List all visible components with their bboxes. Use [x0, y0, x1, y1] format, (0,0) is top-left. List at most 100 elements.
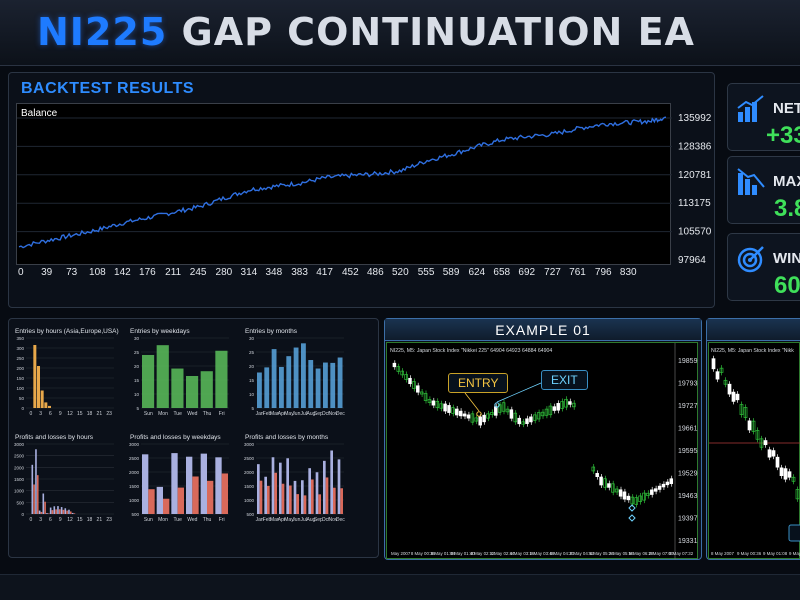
mini-bar	[33, 345, 37, 408]
mini-y-tick: 1500	[244, 484, 255, 489]
mini-y-tick: 150	[16, 376, 24, 381]
mini-x-tick: 6	[49, 411, 52, 417]
x-tick-label: 348	[266, 267, 283, 278]
stat-value: 3.8	[774, 195, 800, 222]
mini-bar	[156, 345, 169, 408]
mini-x-tick: 9	[59, 517, 62, 523]
candle	[607, 483, 611, 488]
mini-bar	[340, 488, 343, 514]
mini-bar	[69, 511, 72, 514]
target-icon	[737, 246, 764, 273]
ex1-x-tick: 8 May 01:40	[451, 551, 476, 556]
mini-x-tick: Mar	[270, 517, 279, 523]
mini-chart-svg: 3000 2500 2000 1500 1000 500 Sun Mon Tue Wed Thu Fr…	[129, 442, 229, 523]
mini-x-tick: Sun	[144, 517, 153, 523]
candle	[727, 383, 732, 395]
candle	[533, 414, 537, 421]
candle	[416, 385, 420, 393]
entry-marker	[476, 411, 482, 417]
header-bar: NI225 GAP CONTINUATION EA	[0, 0, 800, 66]
mini-y-tick: 500	[131, 512, 139, 517]
mini-bar	[60, 507, 63, 514]
candle	[665, 481, 670, 486]
mini-bar	[53, 506, 56, 514]
mini-chart-title: Entries by hours (Asia,Europe,USA)	[15, 328, 119, 335]
exit-tag: EXIT	[541, 370, 588, 390]
candle	[603, 478, 607, 488]
mini-bar	[62, 509, 65, 514]
mini-y-tick: 1500	[14, 477, 25, 482]
signal-diamond-icon	[628, 514, 636, 522]
x-tick-label: 245	[190, 267, 207, 278]
x-tick-label: 314	[241, 267, 258, 278]
candle	[435, 400, 440, 409]
candle	[783, 468, 788, 480]
candle	[419, 391, 424, 395]
mini-x-tick: Thu	[203, 517, 212, 523]
example-01-title: EXAMPLE 01	[385, 319, 701, 341]
mini-x-tick: 15	[77, 411, 83, 417]
candle	[743, 407, 748, 418]
candle	[653, 488, 658, 492]
mini-bar	[51, 510, 54, 514]
candle	[521, 421, 525, 425]
mini-bar	[37, 366, 40, 408]
mini-y-tick: 2000	[14, 465, 25, 470]
mini-x-tick: Apr	[278, 411, 286, 417]
example-02-title-bar	[707, 319, 800, 341]
mini-bar	[55, 509, 57, 514]
ex1-x-tick: 8 May 04:20	[550, 551, 575, 556]
mini-x-tick: 21	[97, 411, 103, 417]
candle	[466, 414, 471, 419]
candle	[755, 430, 760, 440]
mini-bar	[330, 362, 336, 408]
mini-y-tick: 500	[16, 500, 24, 505]
mini-bar	[325, 477, 329, 514]
candle	[661, 483, 666, 488]
mini-chart-2: Entries by months 30 25 20 15 10 5 Jan Feb Mar Apr…	[240, 322, 352, 426]
entry-pointer	[464, 392, 480, 412]
ex1-y-tick: 19529	[678, 471, 698, 478]
mini-y-tick: 30	[134, 336, 140, 341]
x-tick-label: 73	[66, 267, 78, 278]
mini-bar	[163, 498, 170, 514]
mini-bar	[42, 493, 45, 514]
example-02-chart: NI225, M5: Japan Stock Index "Nikk 8 May …	[708, 342, 800, 559]
candle	[560, 401, 564, 409]
mini-y-tick: 5	[136, 406, 139, 411]
candle	[451, 407, 455, 414]
mini-bar	[296, 494, 299, 514]
mini-y-tick: 100	[16, 386, 24, 391]
mini-y-tick: 200	[16, 366, 24, 371]
y-tick-label: 113175	[678, 198, 711, 209]
candle	[501, 402, 506, 412]
mini-x-tick: Nov	[329, 517, 338, 523]
mini-bar	[308, 360, 314, 408]
candle	[423, 393, 428, 401]
candle	[443, 403, 447, 412]
mini-y-tick: 500	[246, 512, 254, 517]
mini-y-tick: 25	[249, 350, 255, 355]
mini-bar	[64, 508, 67, 514]
candle	[525, 418, 529, 424]
mini-x-tick: Jul	[300, 517, 306, 523]
mini-x-tick: Wed	[187, 517, 197, 523]
mini-x-tick: Dec	[336, 517, 345, 523]
candle	[517, 417, 521, 425]
candle	[599, 476, 603, 486]
mini-x-tick: 18	[87, 517, 93, 523]
ex1-x-tick: 8 May 06:28	[629, 551, 654, 556]
mini-bar	[337, 357, 343, 408]
mini-bar	[71, 512, 74, 514]
candle	[486, 413, 490, 419]
mini-bar	[293, 347, 299, 408]
mini-x-tick: Wed	[187, 411, 197, 417]
mini-bar	[323, 460, 326, 514]
mini-bar	[318, 494, 321, 514]
mini-y-tick: 0	[21, 512, 24, 517]
mini-bar	[48, 405, 51, 408]
mini-bar	[279, 366, 284, 408]
candle	[735, 393, 740, 401]
candle	[529, 416, 533, 423]
candle	[564, 398, 568, 408]
